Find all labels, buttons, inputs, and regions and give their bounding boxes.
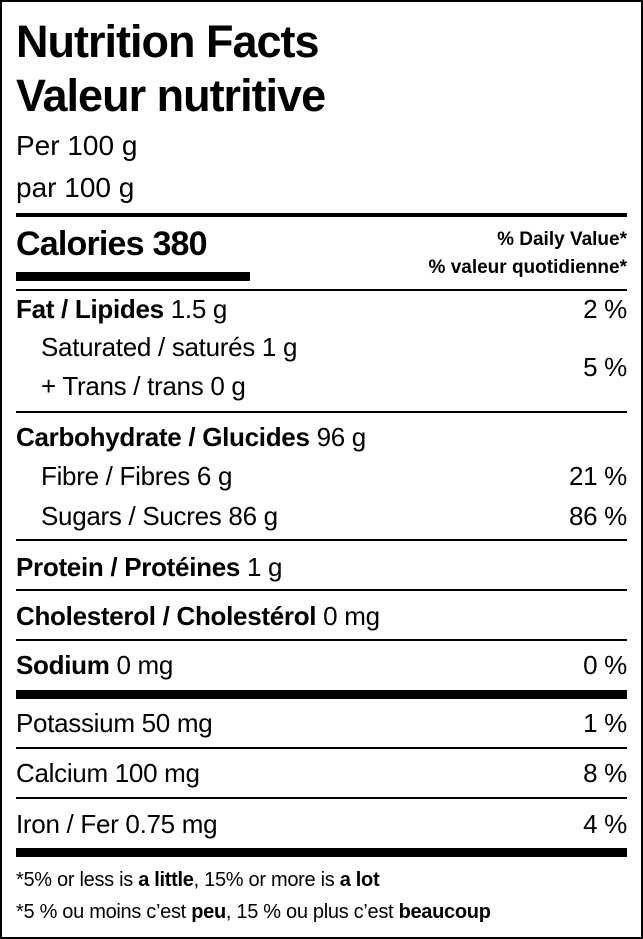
nutrient-row-saturated: Saturated / saturés 1 g (41, 329, 627, 365)
footnote-text: *5% or less is (16, 869, 139, 891)
footnote-fr: *5 % ou moins c’est peu, 15 % ou plus c’… (16, 897, 491, 927)
nutrient-dv: 0 % (583, 650, 627, 680)
footnote-text: , 15 % ou plus c’est (225, 901, 399, 923)
nutrient-label: Fibre / Fibres (41, 461, 190, 491)
nutrient-label: Protein / Protéines (16, 552, 241, 582)
title-en: Nutrition Facts (16, 16, 320, 67)
nutrient-label: Iron / Fer (16, 809, 119, 839)
nutrient-dv: 2 % (583, 294, 627, 324)
calories-label: Calories (16, 225, 145, 263)
nutrient-row-carbohydrate: Carbohydrate / Glucides 96 g (16, 419, 627, 455)
nutrient-amount: 86 g (228, 501, 278, 531)
nutrient-row-trans: + Trans / trans 0 g (41, 368, 627, 404)
nutrient-dv: 21 % (568, 461, 627, 491)
nutrient-label: Saturated / saturés (41, 332, 255, 362)
nutrient-row-protein: Protein / Protéines 1 g (16, 549, 627, 585)
nutrient-label: Cholesterol / Cholestérol (16, 601, 317, 631)
nutrient-amount: 0 mg (116, 650, 174, 680)
nutrient-amount: 6 g (196, 461, 233, 491)
nutrient-row-sugars: Sugars / Sucres 86 g 86 % (41, 498, 627, 534)
calories-bar (16, 272, 250, 281)
thick-rule (16, 213, 627, 217)
nutrient-amount: 1.5 g (170, 294, 228, 324)
title-fr: Valeur nutritive (16, 70, 326, 121)
sat-trans-dv: 5 % (583, 352, 627, 382)
nutrient-row-cholesterol: Cholesterol / Cholestérol 0 mg (16, 598, 627, 634)
rule (16, 289, 627, 291)
rule (16, 411, 627, 413)
footnote-text: *5 % ou moins c’est (16, 901, 192, 923)
rule (16, 747, 627, 749)
rule (16, 539, 627, 541)
thick-rule (16, 848, 627, 857)
nutrient-label: Sugars / Sucres (41, 501, 222, 531)
nutrient-label: Calcium (16, 758, 108, 788)
daily-value-fr: % valeur quotidienne* (428, 257, 627, 278)
nutrient-row-iron: Iron / Fer 0.75 mg 4 % (16, 806, 627, 842)
nutrient-label: Potassium (16, 708, 135, 738)
serving-en: Per 100 g (16, 130, 138, 161)
nutrient-row-calcium: Calcium 100 mg 8 % (16, 755, 627, 791)
calories: Calories 380 (16, 224, 208, 264)
nutrient-row-fibre: Fibre / Fibres 6 g 21 % (41, 458, 627, 494)
footnote-bold: a lot (339, 869, 380, 891)
rule (16, 797, 627, 799)
serving-fr: par 100 g (16, 172, 135, 203)
nutrient-amount: 96 g (316, 422, 367, 452)
nutrient-amount: 0 mg (323, 601, 380, 631)
nutrient-amount: 0.75 mg (125, 809, 218, 839)
footnote-text: , 15% or more is (193, 869, 340, 891)
nutrient-amount: 0 g (210, 371, 246, 401)
rule (16, 589, 627, 591)
footnote-bold: peu (191, 901, 226, 923)
nutrient-label: + Trans / trans (41, 371, 204, 401)
daily-value-en: % Daily Value* (497, 229, 627, 250)
nutrient-amount: 50 mg (141, 708, 213, 738)
rule (16, 639, 627, 641)
nutrient-dv: 1 % (583, 708, 627, 738)
nutrient-dv: 8 % (583, 758, 627, 788)
footnote-en: *5% or less is a little, 15% or more is … (16, 865, 380, 895)
nutrient-label: Fat / Lipides (16, 294, 164, 324)
calories-value: 380 (152, 225, 207, 263)
nutrient-amount: 100 mg (114, 758, 200, 788)
nutrient-dv: 4 % (583, 809, 627, 839)
footnote-bold: a little (138, 869, 194, 891)
nutrient-amount: 1 g (246, 552, 283, 582)
nutrient-row-potassium: Potassium 50 mg 1 % (16, 705, 627, 741)
nutrient-dv: 86 % (568, 501, 627, 531)
nutrient-row-sodium: Sodium 0 mg 0 % (16, 647, 627, 683)
nutrient-label: Carbohydrate / Glucides (16, 422, 310, 452)
nutrient-label: Sodium (16, 650, 110, 680)
footnote-bold: beaucoup (398, 901, 491, 923)
nutrient-amount: 1 g (261, 332, 298, 362)
thick-rule (16, 690, 627, 699)
nutrient-row-fat: Fat / Lipides 1.5 g 2 % (16, 291, 627, 327)
